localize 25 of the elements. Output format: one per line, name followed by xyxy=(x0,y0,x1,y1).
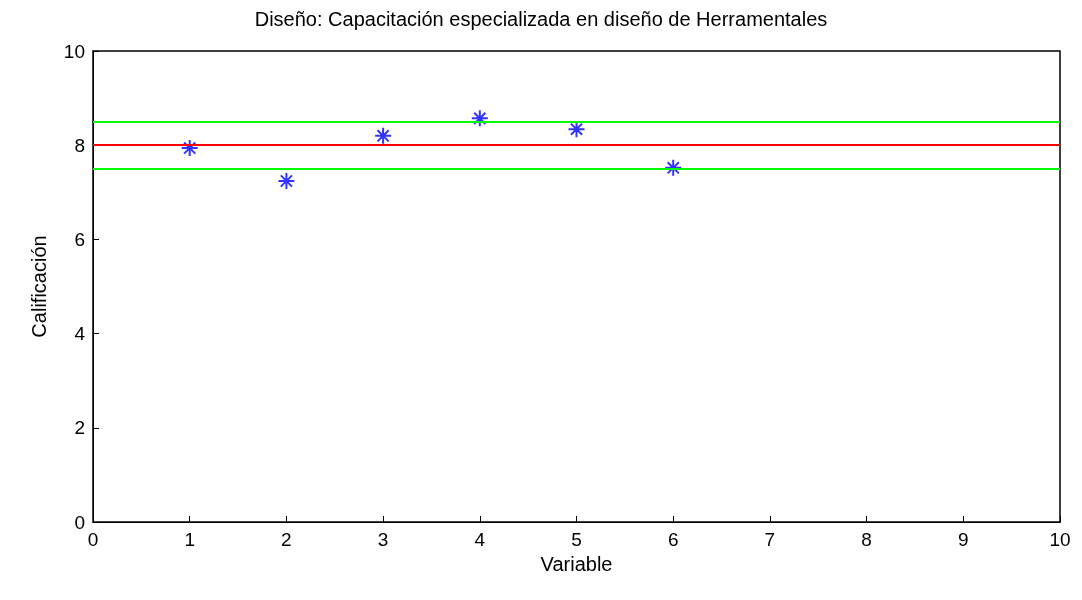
x-tick-label: 0 xyxy=(87,529,99,550)
y-tick-label: 4 xyxy=(74,323,86,345)
point xyxy=(374,126,393,145)
x-tick-label: 3 xyxy=(377,529,389,550)
y-axis-title: Calificación xyxy=(28,235,50,338)
point xyxy=(277,172,296,190)
x-axis-title: Variable xyxy=(540,553,613,575)
point xyxy=(664,158,683,177)
y-tick-label: 6 xyxy=(74,228,85,250)
x-tick-label: 6 xyxy=(667,529,679,550)
x-tick-label: 9 xyxy=(958,529,969,550)
y-tick-label: 2 xyxy=(74,417,85,439)
y-tick-label: 10 xyxy=(63,40,85,62)
point xyxy=(470,109,489,128)
x-tick-label: 4 xyxy=(474,529,486,550)
point xyxy=(180,139,199,158)
x-tick-label: 10 xyxy=(1049,529,1071,550)
y-tick-label: 0 xyxy=(74,511,85,533)
x-tick-label: 2 xyxy=(281,529,292,550)
x-tick-label: 7 xyxy=(764,529,776,550)
x-tick-label: 1 xyxy=(184,529,195,550)
x-tick-label: 8 xyxy=(861,529,872,550)
chart-title: Diseño: Capacitación especializada en diseño de Herramentales xyxy=(254,8,828,30)
x-tick-label: 5 xyxy=(571,529,582,550)
y-tick-label: 8 xyxy=(74,134,85,156)
